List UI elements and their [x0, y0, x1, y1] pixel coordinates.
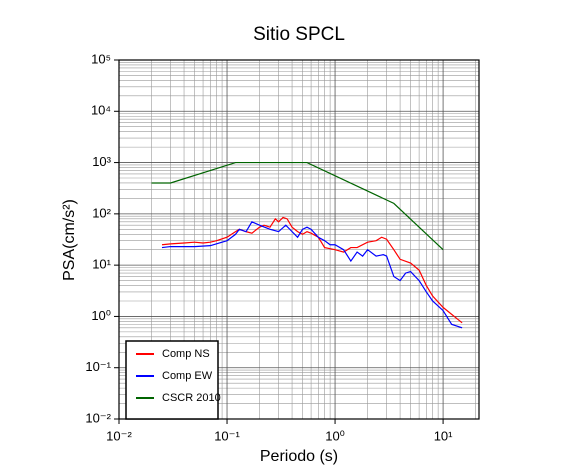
y-tick-label: 10⁰ [91, 308, 111, 323]
y-tick-label: 10⁻¹ [85, 359, 111, 374]
x-tick-label: 10⁻² [106, 428, 132, 443]
x-tick-label: 10⁰ [325, 428, 345, 443]
y-tick-label: 10⁻² [85, 410, 111, 425]
x-axis-label: Periodo (s) [260, 448, 338, 465]
y-tick-label: 10² [92, 205, 111, 220]
x-tick-label: 10¹ [434, 428, 453, 443]
legend-label: Comp EW [162, 370, 213, 382]
plot-frame [118, 59, 480, 420]
legend-label: Comp NS [162, 348, 210, 360]
y-axis-label: PSA(cm/s²) [61, 199, 78, 281]
y-tick-label: 10¹ [92, 257, 111, 272]
data-line [161, 221, 463, 329]
legend-label: CSCR 2010 [162, 392, 221, 404]
y-tick-label: 10³ [92, 154, 111, 169]
y-tick-label: 10⁴ [91, 103, 111, 118]
chart-title: Sitio SPCL [253, 24, 345, 45]
y-tick-label: 10⁵ [91, 51, 111, 66]
x-tick-label: 10⁻¹ [214, 428, 240, 443]
data-line [151, 161, 444, 251]
